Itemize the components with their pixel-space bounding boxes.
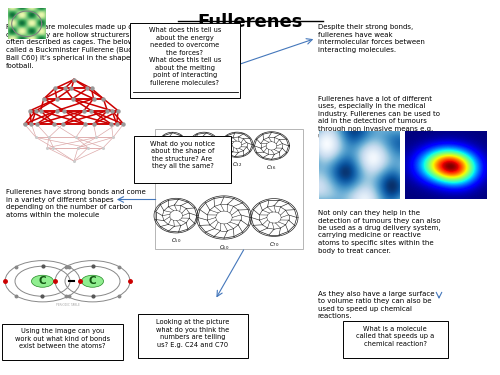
Text: Using the image can you
work out what kind of bonds
exist between the atoms?: Using the image can you work out what ki… xyxy=(15,328,110,350)
Text: C: C xyxy=(88,276,96,286)
Text: Fullerenes are molecules made up of
carbon, they are hollow structurers and
ofte: Fullerenes are molecules made up of carb… xyxy=(6,24,146,69)
FancyBboxPatch shape xyxy=(342,321,448,358)
Text: Fullerenes: Fullerenes xyxy=(198,13,302,31)
FancyBboxPatch shape xyxy=(134,136,231,183)
Text: $C_{70}$: $C_{70}$ xyxy=(268,240,280,249)
Text: What do you notice
about the shape of
the structure? Are
they all the same?: What do you notice about the shape of th… xyxy=(150,141,215,170)
Ellipse shape xyxy=(32,275,54,287)
Text: $C_{28}$: $C_{28}$ xyxy=(199,157,209,166)
Text: $C_{60}$: $C_{60}$ xyxy=(218,243,230,252)
Text: What is a molecule
called that speeds up a
chemical reaction?: What is a molecule called that speeds up… xyxy=(356,326,434,347)
Text: $C_{36}$: $C_{36}$ xyxy=(266,163,276,172)
FancyBboxPatch shape xyxy=(130,22,240,98)
FancyBboxPatch shape xyxy=(138,314,248,358)
Text: $C_{50}$: $C_{50}$ xyxy=(170,236,181,245)
FancyBboxPatch shape xyxy=(2,324,122,360)
Text: Fullerenes have a lot of different
uses, especially in the medical
industry. Ful: Fullerenes have a lot of different uses,… xyxy=(318,96,440,139)
Text: Not only can they help in the
detection of tumours they can also
be used as a dr: Not only can they help in the detection … xyxy=(318,210,440,254)
Ellipse shape xyxy=(82,275,104,287)
Text: Looking at the picture
what do you think the
numbers are telling
us? E.g. C24 an: Looking at the picture what do you think… xyxy=(156,320,229,348)
Text: C: C xyxy=(38,276,46,286)
Text: $C_{24}$: $C_{24}$ xyxy=(167,154,178,164)
Text: As they also have a large surface
to volume ratio they can also be
used to speed: As they also have a large surface to vol… xyxy=(318,291,434,319)
Text: Fullerenes have strong bonds and come
in a variety of different shapes
depending: Fullerenes have strong bonds and come in… xyxy=(6,189,146,218)
Text: Despite their strong bonds,
fullerenes have weak
intermolecular forces between
i: Despite their strong bonds, fullerenes h… xyxy=(318,24,424,53)
Text: What does this tell us
about the energy
needed to overcome
the forces?
What does: What does this tell us about the energy … xyxy=(149,27,221,86)
Text: PERIODIC TABLE: PERIODIC TABLE xyxy=(56,303,80,307)
Text: $C_{32}$: $C_{32}$ xyxy=(232,160,242,169)
